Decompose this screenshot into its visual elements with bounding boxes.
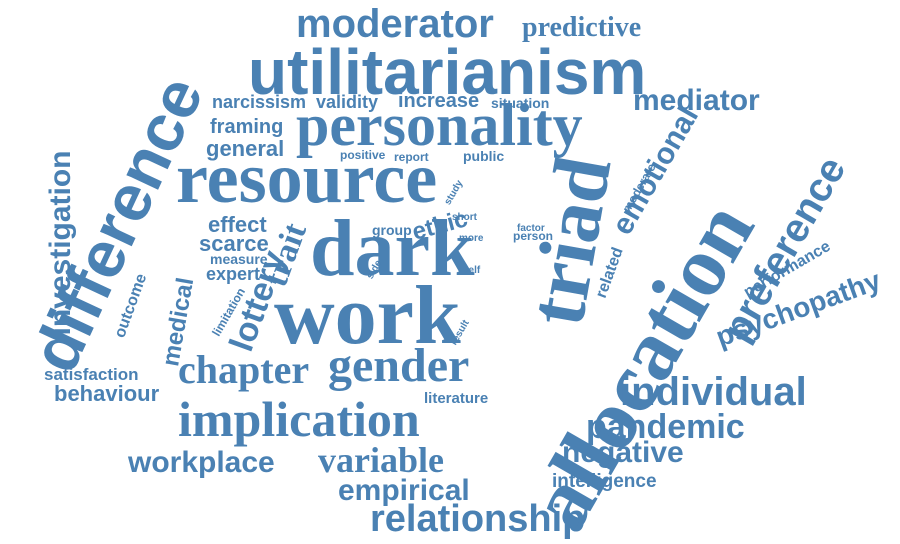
word-behaviour: behaviour (54, 381, 160, 406)
word-chapter: chapter (178, 347, 310, 392)
word-individual: individual (620, 370, 807, 414)
word-mediator: mediator (633, 84, 760, 117)
word-measure: measure (210, 251, 268, 267)
word-framing: framing (210, 116, 284, 138)
word-general: general (206, 136, 285, 161)
word-effect: effect (208, 212, 267, 237)
word-intelligence: intelligence (552, 471, 657, 492)
word-triad: triad (512, 150, 629, 332)
word-study: study (442, 178, 466, 208)
word-factor: factor (517, 223, 545, 234)
word-pandemic: pandemic (586, 408, 745, 446)
word-literature: literature (424, 390, 489, 407)
word-increase: increase (398, 90, 480, 112)
word-narcissism: narcissism (212, 92, 307, 112)
word-satisfaction: satisfaction (44, 365, 139, 384)
word-gender: gender (328, 339, 470, 392)
word-relationship: relationship (370, 498, 586, 540)
word-utilitarianism: utilitarianism (248, 36, 647, 108)
word-predictive: predictive (522, 12, 642, 43)
word-report: report (394, 150, 429, 164)
word-implication: implication (178, 391, 420, 447)
word-group: group (372, 222, 412, 238)
word-person: person (513, 229, 554, 243)
word-workplace: workplace (128, 446, 275, 479)
word-variable: variable (318, 440, 444, 480)
word-self: self (463, 265, 481, 276)
word-dark: dark (310, 205, 475, 293)
word-situation: situation (491, 95, 550, 111)
word-work: work (274, 269, 461, 362)
word-expert: expert (206, 264, 261, 284)
word-scarce: scarce (199, 231, 269, 256)
word-validity: validity (316, 92, 379, 112)
word-public: public (463, 148, 505, 164)
word-short: short (452, 212, 477, 223)
word-negative: negative (562, 436, 684, 469)
word-personality: personality (296, 92, 583, 158)
word-resource: resource (176, 138, 438, 218)
word-more: more (459, 233, 484, 244)
word-moderator: moderator (296, 2, 494, 46)
word-empirical: empirical (338, 474, 470, 507)
word-positive: positive (340, 148, 386, 162)
